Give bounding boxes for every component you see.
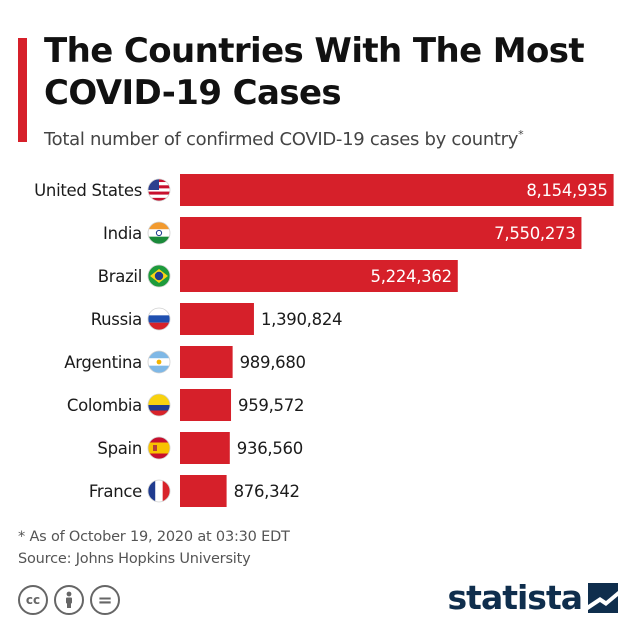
bar-row: Spain 936,560: [97, 432, 303, 464]
brazil-flag-icon: [147, 264, 171, 288]
category-label: United States: [34, 181, 142, 200]
category-label: Russia: [91, 310, 142, 329]
bar: [180, 174, 614, 206]
spain-flag-icon: [147, 436, 171, 460]
category-label: India: [103, 224, 142, 243]
bar-row: Colombia 959,572: [67, 389, 304, 421]
category-label: Spain: [97, 439, 142, 458]
cc-icon: cc: [18, 585, 48, 615]
bar-row: Russia 1,390,824: [91, 303, 343, 335]
statista-mark-icon: [588, 582, 618, 613]
argentina-flag-icon: [147, 350, 171, 374]
value-label: 1,390,824: [261, 310, 342, 329]
france-flag-icon: [147, 479, 171, 503]
bar-row: United States 8,154,935: [34, 174, 614, 206]
value-label: 8,154,935: [526, 181, 607, 200]
bar: [180, 346, 233, 378]
footnote-source: Source: Johns Hopkins University: [18, 551, 251, 567]
bar-row: Argentina 989,680: [64, 346, 306, 378]
chart-subtitle: Total number of confirmed COVID-19 cases…: [44, 124, 524, 151]
value-label: 876,342: [234, 482, 300, 501]
by-person-icon: [54, 585, 84, 615]
statista-logo: statista: [448, 578, 618, 617]
value-label: 989,680: [240, 353, 306, 372]
bar-row: India 7,550,273: [103, 217, 582, 249]
subtitle-text: Total number of confirmed COVID-19 cases…: [44, 129, 519, 150]
footnote-date: * As of October 19, 2020 at 03:30 EDT: [18, 529, 290, 545]
bar: [180, 432, 230, 464]
license-icons: cc =: [18, 585, 120, 615]
category-label: Colombia: [67, 396, 142, 415]
us-flag-icon: [147, 178, 171, 202]
india-flag-icon: [147, 221, 171, 245]
subtitle-footnote-mark: *: [518, 128, 524, 141]
value-label: 7,550,273: [494, 224, 575, 243]
category-label: Argentina: [64, 353, 142, 372]
nd-equals-icon: =: [90, 585, 120, 615]
bar-row: France 876,342: [89, 475, 300, 507]
bar-chart: United States 8,154,935 India 7,550,273 Braz…: [34, 174, 614, 507]
title-accent-bar: [18, 38, 27, 142]
bar: [180, 260, 458, 292]
bar: [180, 217, 582, 249]
brand-wordmark: statista: [447, 578, 583, 617]
chart-title: The Countries With The Most COVID-19 Cas…: [44, 31, 585, 113]
value-label: 959,572: [238, 396, 304, 415]
category-label: France: [89, 482, 142, 501]
bar-row: Brazil 5,224,362: [98, 260, 458, 292]
value-label: 936,560: [237, 439, 303, 458]
russia-flag-icon: [147, 307, 171, 331]
colombia-flag-icon: [147, 393, 171, 417]
footnote: * As of October 19, 2020 at 03:30 EDT So…: [18, 526, 290, 570]
bar: [180, 389, 232, 421]
bar: [180, 475, 227, 507]
value-label: 5,224,362: [371, 267, 452, 286]
bar: [180, 303, 254, 335]
category-label: Brazil: [98, 267, 142, 286]
